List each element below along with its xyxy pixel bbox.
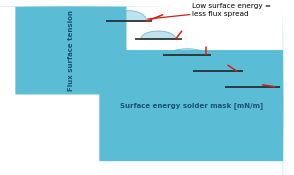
Text: Flux surface tension: Flux surface tension: [68, 10, 74, 91]
Polygon shape: [198, 68, 237, 71]
Polygon shape: [141, 31, 176, 39]
Text: Surface energy solder mask [mN/m]: Surface energy solder mask [mN/m]: [120, 102, 263, 109]
Text: High surface energy =
wide flux spread: High surface energy = wide flux spread: [144, 71, 226, 85]
Polygon shape: [169, 49, 206, 55]
Text: Low surface energy =
less flux spread: Low surface energy = less flux spread: [192, 4, 271, 18]
Polygon shape: [230, 85, 275, 87]
Polygon shape: [112, 11, 147, 21]
